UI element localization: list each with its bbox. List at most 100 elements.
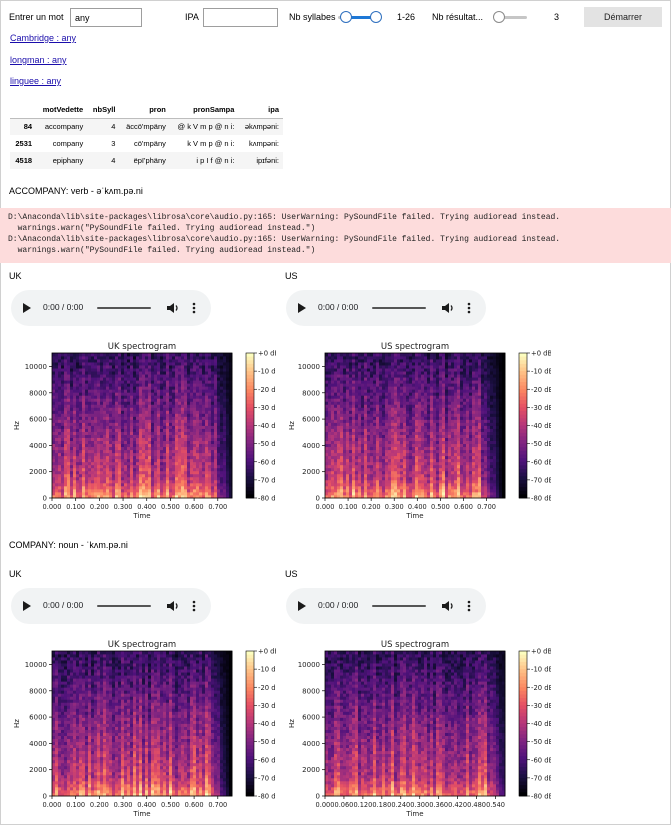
spectrogram-cell (175, 467, 179, 472)
volume-icon[interactable] (441, 301, 455, 315)
audio-progress-bar[interactable] (97, 307, 151, 309)
spectrogram-cell (439, 446, 443, 451)
spectrogram-cell (115, 455, 119, 460)
spectrogram-cell (157, 419, 161, 423)
spectrogram-cell (52, 482, 56, 487)
spectrogram-cell (82, 467, 86, 472)
spectrogram-cell (64, 413, 68, 417)
spectrogram-cell (106, 488, 110, 493)
spectrogram-cell (442, 458, 446, 463)
spectrogram-cell (64, 491, 68, 496)
spectrogram-cell (73, 359, 77, 363)
spectrogram-cell (205, 407, 209, 411)
spectrogram-cell (220, 443, 224, 448)
spectrogram-cell (112, 392, 116, 396)
spectrogram-cell (412, 482, 416, 487)
ipa-input[interactable] (203, 8, 278, 27)
spectrogram-cell (130, 401, 134, 405)
play-icon[interactable] (23, 303, 31, 313)
spectrogram-cell (367, 467, 371, 472)
spectrogram-cell (187, 488, 191, 493)
play-icon[interactable] (298, 303, 306, 313)
more-options-icon[interactable] (191, 301, 197, 315)
spectrogram-cell (199, 491, 203, 496)
spectrogram-cell (343, 386, 347, 390)
spectrogram-cell (211, 371, 215, 375)
spectrogram-cell (388, 482, 392, 487)
linguee-link[interactable]: linguee : any (10, 76, 62, 86)
spectrogram-cell (73, 461, 77, 466)
slider-max-thumb[interactable] (370, 11, 382, 23)
spectrogram-cell (367, 440, 371, 445)
colorbar-segment (246, 494, 254, 499)
spectrogram-cell (355, 422, 359, 426)
volume-icon[interactable] (166, 301, 180, 315)
spectrogram-cell (85, 353, 89, 357)
spectrogram-cell (124, 461, 128, 466)
slider-min-thumb[interactable] (340, 11, 352, 23)
spectrogram-cell (118, 488, 122, 493)
syllables-range-slider[interactable] (338, 11, 382, 23)
spectrogram-cell (79, 419, 83, 423)
spectrogram-cell (379, 410, 383, 414)
spectrogram-cell (382, 437, 386, 441)
spectrogram-cell (334, 398, 338, 402)
spectrogram-cell (172, 371, 176, 375)
spectrogram-cell (346, 449, 350, 454)
table-cell: əkʌmpəni: (238, 118, 283, 135)
spectrogram-cell (430, 491, 434, 496)
spectrogram-cell (220, 485, 224, 490)
audio-progress-bar[interactable] (372, 307, 426, 309)
spectrogram-cell (157, 362, 161, 366)
spectrogram-cell (382, 377, 386, 381)
spectrogram-cell (154, 464, 158, 469)
more-options-icon[interactable] (466, 301, 472, 315)
spectrogram-cell (334, 479, 338, 484)
spectrogram-cell (178, 353, 182, 357)
spectrogram-cell (61, 374, 65, 378)
spectrogram-cell (187, 431, 191, 435)
spectrogram-cell (172, 368, 176, 372)
spectrogram-cell (343, 353, 347, 357)
spectrogram-cell (112, 425, 116, 429)
spectrogram-cell (52, 437, 56, 441)
spectrogram-cell (196, 383, 200, 387)
spectrogram-cell (103, 407, 107, 411)
spectrogram-cell (58, 401, 62, 405)
spectrogram-cell (439, 455, 443, 460)
spectrogram-cell (190, 401, 194, 405)
spectrogram-cell (199, 401, 203, 405)
spectrogram-cell (196, 473, 200, 478)
longman-link[interactable]: longman : any (10, 55, 67, 65)
spectrogram-cell (397, 467, 401, 472)
spectrogram-cell (379, 431, 383, 435)
spectrogram-cell (97, 452, 101, 457)
spectrogram-cell (184, 467, 188, 472)
spectrogram-cell (82, 428, 86, 432)
uk-audio-player[interactable]: 0:00 / 0:00 (11, 290, 211, 326)
spectrogram-cell (403, 485, 407, 490)
spectrogram-cell (430, 455, 434, 460)
spectrogram-cell (343, 422, 347, 426)
spectrogram-cell (109, 491, 113, 496)
spectrogram-cell (376, 398, 380, 402)
spectrogram-cell (103, 461, 107, 466)
results-slider[interactable] (493, 11, 527, 23)
cambridge-link[interactable]: Cambridge : any (10, 33, 77, 43)
spectrogram-cell (223, 455, 227, 460)
spectrogram-cell (58, 407, 62, 411)
spectrogram-cell (382, 494, 386, 499)
spectrogram-cell (139, 485, 143, 490)
spectrogram-cell (202, 353, 206, 357)
spectrogram-cell (109, 467, 113, 472)
us-audio-player[interactable]: 0:00 / 0:00 (286, 290, 486, 326)
spectrogram-cell (421, 389, 425, 393)
spectrogram-cell (400, 422, 404, 426)
spectrogram-cell (193, 452, 197, 457)
slider-thumb[interactable] (493, 11, 505, 23)
start-button[interactable]: Démarrer (584, 7, 662, 27)
spectrogram-cell (388, 407, 392, 411)
spectrogram-cell (154, 401, 158, 405)
word-input[interactable] (70, 8, 142, 27)
spectrogram-cell (70, 386, 74, 390)
